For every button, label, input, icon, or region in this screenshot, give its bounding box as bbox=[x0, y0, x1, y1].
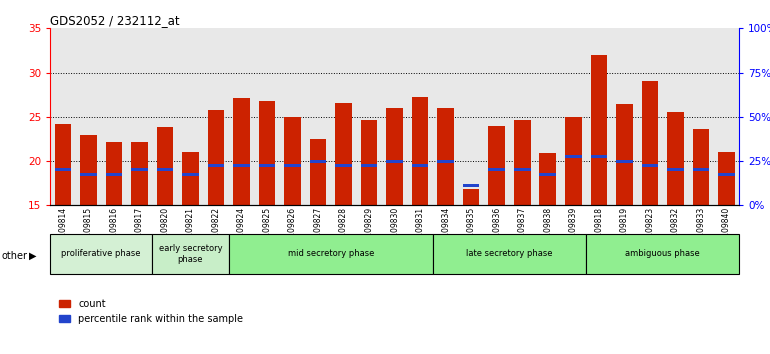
Bar bbox=[361, 120, 377, 205]
Bar bbox=[540, 173, 556, 176]
Bar bbox=[591, 155, 607, 158]
Bar bbox=[335, 164, 352, 167]
Bar bbox=[310, 160, 326, 162]
Bar bbox=[693, 169, 709, 171]
Bar bbox=[586, 234, 739, 274]
Bar bbox=[259, 164, 276, 167]
Bar bbox=[514, 169, 531, 171]
Bar bbox=[641, 81, 658, 205]
Bar bbox=[718, 152, 735, 205]
Bar bbox=[156, 127, 173, 205]
Bar bbox=[208, 110, 224, 205]
Bar bbox=[259, 101, 276, 205]
Text: ambiguous phase: ambiguous phase bbox=[625, 250, 700, 258]
Bar bbox=[310, 139, 326, 205]
Text: mid secretory phase: mid secretory phase bbox=[288, 250, 374, 258]
Bar bbox=[641, 164, 658, 167]
Bar bbox=[718, 173, 735, 176]
Bar bbox=[514, 120, 531, 205]
Bar bbox=[591, 55, 607, 205]
Bar bbox=[55, 124, 71, 205]
Bar bbox=[335, 103, 352, 205]
Bar bbox=[284, 117, 301, 205]
Bar bbox=[387, 108, 403, 205]
Bar bbox=[105, 142, 122, 205]
Bar bbox=[565, 117, 581, 205]
Text: GDS2052 / 232112_at: GDS2052 / 232112_at bbox=[50, 14, 179, 27]
Bar bbox=[488, 169, 505, 171]
Bar bbox=[412, 164, 428, 167]
Bar bbox=[80, 135, 96, 205]
Bar bbox=[667, 169, 684, 171]
Bar bbox=[693, 129, 709, 205]
Bar bbox=[105, 173, 122, 176]
Bar bbox=[667, 112, 684, 205]
Bar bbox=[361, 164, 377, 167]
Bar bbox=[412, 97, 428, 205]
Bar bbox=[182, 173, 199, 176]
Bar bbox=[229, 234, 433, 274]
Bar bbox=[55, 169, 71, 171]
Bar bbox=[50, 234, 152, 274]
Bar bbox=[437, 160, 454, 162]
Text: late secretory phase: late secretory phase bbox=[466, 250, 553, 258]
Bar bbox=[182, 152, 199, 205]
Bar bbox=[208, 164, 224, 167]
Bar bbox=[152, 234, 229, 274]
Bar bbox=[233, 164, 249, 167]
Bar bbox=[284, 164, 301, 167]
Text: early secretory
phase: early secretory phase bbox=[159, 244, 223, 264]
Bar bbox=[131, 169, 148, 171]
Bar bbox=[433, 234, 586, 274]
Bar bbox=[233, 98, 249, 205]
Bar bbox=[540, 153, 556, 205]
Bar bbox=[131, 142, 148, 205]
Bar bbox=[565, 155, 581, 158]
Text: ▶: ▶ bbox=[29, 251, 37, 261]
Bar bbox=[616, 160, 633, 162]
Bar bbox=[463, 189, 480, 205]
Text: proliferative phase: proliferative phase bbox=[62, 250, 141, 258]
Bar bbox=[437, 108, 454, 205]
Bar bbox=[488, 126, 505, 205]
Bar bbox=[463, 184, 480, 187]
Bar bbox=[80, 173, 96, 176]
Text: other: other bbox=[2, 251, 28, 261]
Legend: count, percentile rank within the sample: count, percentile rank within the sample bbox=[55, 295, 247, 328]
Bar bbox=[616, 103, 633, 205]
Bar bbox=[156, 169, 173, 171]
Bar bbox=[387, 160, 403, 162]
